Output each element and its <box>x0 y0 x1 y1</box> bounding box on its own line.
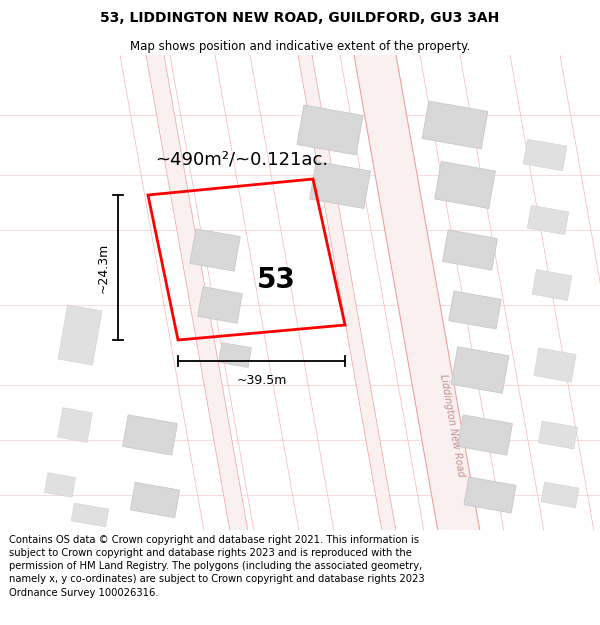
Polygon shape <box>532 269 572 301</box>
Polygon shape <box>197 287 242 323</box>
Polygon shape <box>538 421 578 449</box>
Polygon shape <box>451 347 509 393</box>
Text: Map shows position and indicative extent of the property.: Map shows position and indicative extent… <box>130 39 470 52</box>
Text: 53: 53 <box>257 266 295 294</box>
Polygon shape <box>44 472 76 498</box>
Polygon shape <box>541 482 579 508</box>
Polygon shape <box>58 305 102 365</box>
Text: 53, LIDDINGTON NEW ROAD, GUILDFORD, GU3 3AH: 53, LIDDINGTON NEW ROAD, GUILDFORD, GU3 … <box>100 11 500 25</box>
Polygon shape <box>130 482 179 518</box>
Polygon shape <box>464 477 516 513</box>
Polygon shape <box>534 348 576 382</box>
Polygon shape <box>449 291 501 329</box>
Text: ~39.5m: ~39.5m <box>236 374 287 388</box>
Polygon shape <box>443 230 497 270</box>
Polygon shape <box>295 35 399 550</box>
Polygon shape <box>58 408 92 442</box>
Polygon shape <box>218 342 251 367</box>
Polygon shape <box>310 161 370 209</box>
Polygon shape <box>71 503 109 527</box>
Polygon shape <box>527 206 569 234</box>
Polygon shape <box>434 161 496 209</box>
Text: ~490m²/~0.121ac.: ~490m²/~0.121ac. <box>155 151 328 169</box>
Polygon shape <box>190 229 240 271</box>
Polygon shape <box>458 415 512 455</box>
Polygon shape <box>122 415 178 455</box>
Polygon shape <box>523 139 567 171</box>
Text: Contains OS data © Crown copyright and database right 2021. This information is
: Contains OS data © Crown copyright and d… <box>9 535 425 598</box>
Polygon shape <box>422 101 488 149</box>
Polygon shape <box>297 105 363 155</box>
Text: Liddington New Road: Liddington New Road <box>438 372 466 478</box>
Polygon shape <box>142 35 251 550</box>
Polygon shape <box>350 35 483 550</box>
Text: ~24.3m: ~24.3m <box>97 242 110 292</box>
